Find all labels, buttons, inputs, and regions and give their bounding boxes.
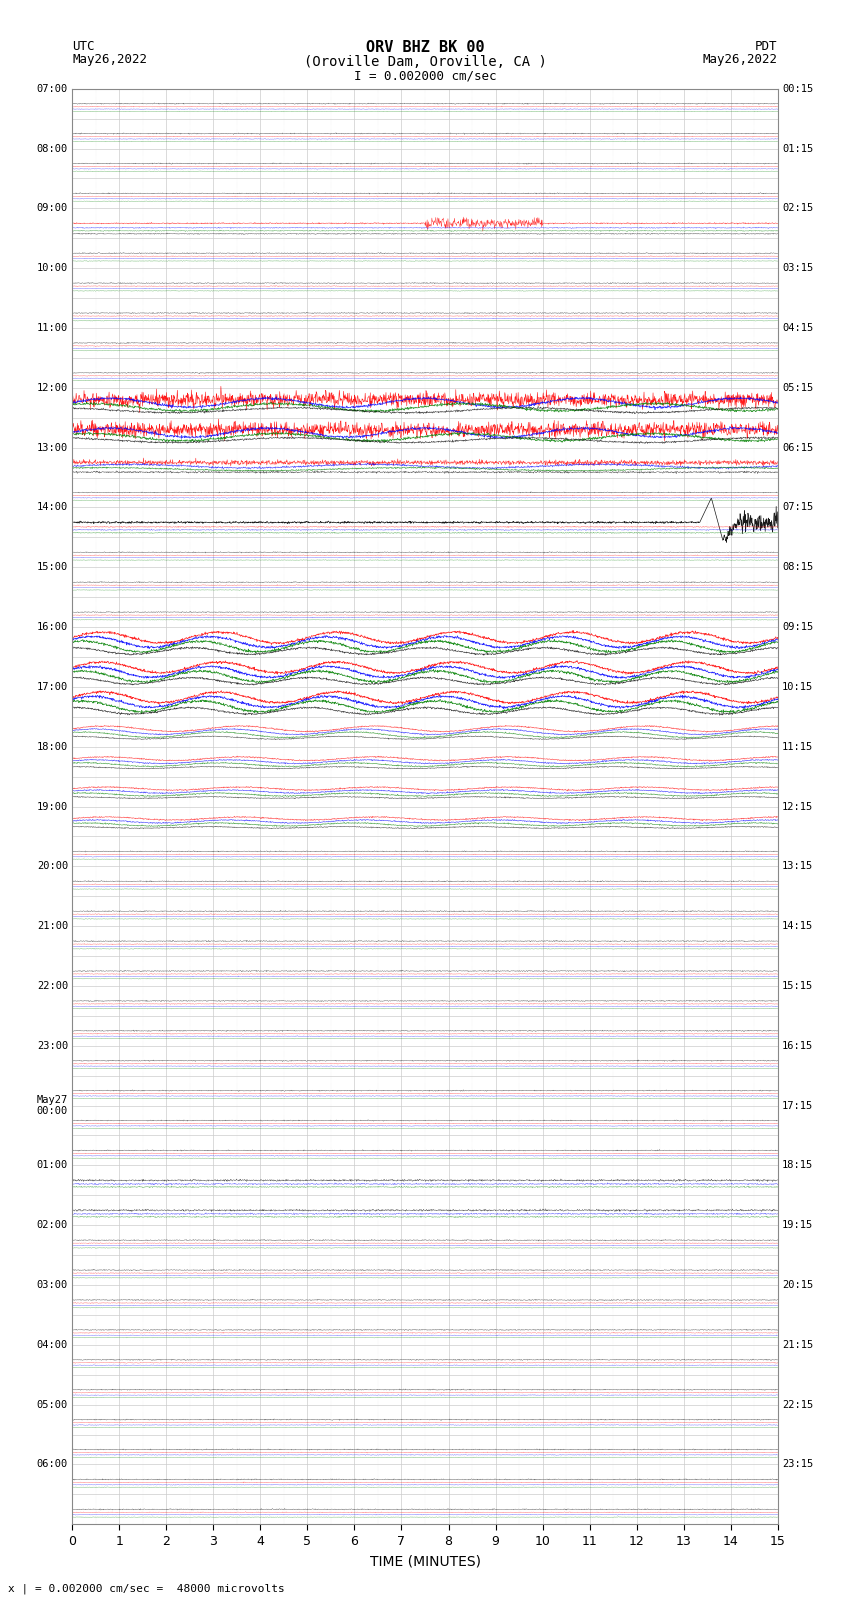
Text: 12:00: 12:00 xyxy=(37,382,68,394)
Text: 01:15: 01:15 xyxy=(782,144,813,153)
Text: 15:15: 15:15 xyxy=(782,981,813,990)
Text: 20:00: 20:00 xyxy=(37,861,68,871)
Text: 03:00: 03:00 xyxy=(37,1281,68,1290)
Text: x | = 0.002000 cm/sec =  48000 microvolts: x | = 0.002000 cm/sec = 48000 microvolts xyxy=(8,1582,286,1594)
Text: 20:15: 20:15 xyxy=(782,1281,813,1290)
Text: 23:15: 23:15 xyxy=(782,1460,813,1469)
Text: 03:15: 03:15 xyxy=(782,263,813,273)
Text: 07:15: 07:15 xyxy=(782,502,813,513)
Text: 04:00: 04:00 xyxy=(37,1340,68,1350)
X-axis label: TIME (MINUTES): TIME (MINUTES) xyxy=(370,1555,480,1569)
Text: UTC: UTC xyxy=(72,40,94,53)
Text: 11:15: 11:15 xyxy=(782,742,813,752)
Text: May26,2022: May26,2022 xyxy=(72,53,147,66)
Text: 06:15: 06:15 xyxy=(782,442,813,453)
Text: I = 0.002000 cm/sec: I = 0.002000 cm/sec xyxy=(354,69,496,82)
Text: 08:15: 08:15 xyxy=(782,563,813,573)
Text: 06:00: 06:00 xyxy=(37,1460,68,1469)
Text: 07:00: 07:00 xyxy=(37,84,68,94)
Text: 10:00: 10:00 xyxy=(37,263,68,273)
Text: 18:15: 18:15 xyxy=(782,1160,813,1171)
Text: 13:00: 13:00 xyxy=(37,442,68,453)
Text: 10:15: 10:15 xyxy=(782,682,813,692)
Text: May26,2022: May26,2022 xyxy=(703,53,778,66)
Text: 08:00: 08:00 xyxy=(37,144,68,153)
Text: 23:00: 23:00 xyxy=(37,1040,68,1050)
Text: 11:00: 11:00 xyxy=(37,323,68,332)
Text: PDT: PDT xyxy=(756,40,778,53)
Text: 18:00: 18:00 xyxy=(37,742,68,752)
Text: 14:15: 14:15 xyxy=(782,921,813,931)
Text: 09:00: 09:00 xyxy=(37,203,68,213)
Text: 19:15: 19:15 xyxy=(782,1219,813,1231)
Text: 05:00: 05:00 xyxy=(37,1400,68,1410)
Text: 04:15: 04:15 xyxy=(782,323,813,332)
Text: ORV BHZ BK 00: ORV BHZ BK 00 xyxy=(366,40,484,55)
Text: May27
00:00: May27 00:00 xyxy=(37,1095,68,1116)
Text: 15:00: 15:00 xyxy=(37,563,68,573)
Text: 00:15: 00:15 xyxy=(782,84,813,94)
Text: 17:00: 17:00 xyxy=(37,682,68,692)
Text: 17:15: 17:15 xyxy=(782,1100,813,1111)
Text: 05:15: 05:15 xyxy=(782,382,813,394)
Text: 14:00: 14:00 xyxy=(37,502,68,513)
Text: 19:00: 19:00 xyxy=(37,802,68,811)
Text: (Oroville Dam, Oroville, CA ): (Oroville Dam, Oroville, CA ) xyxy=(303,55,547,69)
Text: 09:15: 09:15 xyxy=(782,623,813,632)
Text: 12:15: 12:15 xyxy=(782,802,813,811)
Text: 21:00: 21:00 xyxy=(37,921,68,931)
Text: 13:15: 13:15 xyxy=(782,861,813,871)
Text: 01:00: 01:00 xyxy=(37,1160,68,1171)
Text: 16:15: 16:15 xyxy=(782,1040,813,1050)
Text: 02:15: 02:15 xyxy=(782,203,813,213)
Text: 02:00: 02:00 xyxy=(37,1219,68,1231)
Text: 22:15: 22:15 xyxy=(782,1400,813,1410)
Text: 22:00: 22:00 xyxy=(37,981,68,990)
Text: 16:00: 16:00 xyxy=(37,623,68,632)
Text: 21:15: 21:15 xyxy=(782,1340,813,1350)
